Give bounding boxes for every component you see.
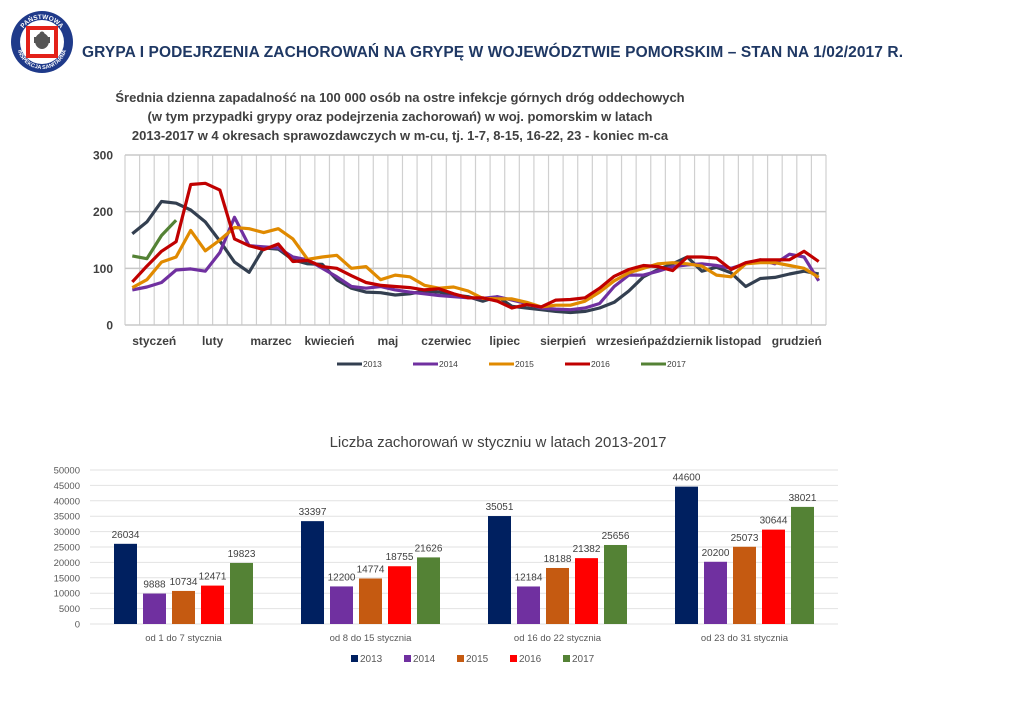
y-tick-label: 200 bbox=[93, 205, 113, 219]
y-tick-label: 300 bbox=[93, 149, 113, 163]
bar-chart: Liczba zachorowań w styczniu w latach 20… bbox=[54, 434, 838, 665]
legend-label: 2013 bbox=[360, 654, 383, 665]
line-chart-title-line: 2013-2017 w 4 okresach sprawozdawczych w… bbox=[131, 128, 669, 143]
sanitary-inspection-logo-icon: PAŃSTWOWA INSPEKCJA SANITARNA bbox=[11, 11, 73, 73]
y-tick-label: 50000 bbox=[54, 466, 80, 477]
legend-swatch bbox=[563, 655, 570, 662]
bar-data-label: 44600 bbox=[673, 473, 701, 484]
legend-swatch bbox=[457, 655, 464, 662]
x-tick-label: lipiec bbox=[489, 334, 520, 348]
y-tick-label: 5000 bbox=[59, 604, 80, 615]
y-tick-label: 25000 bbox=[54, 543, 80, 554]
y-tick-label: 20000 bbox=[54, 558, 80, 569]
y-tick-label: 45000 bbox=[54, 481, 80, 492]
legend-label: 2016 bbox=[591, 359, 610, 369]
y-tick-label: 40000 bbox=[54, 496, 80, 507]
series-line-2016 bbox=[131, 181, 820, 310]
line-chart-title: Średnia dzienna zapadalność na 100 000 o… bbox=[100, 88, 700, 145]
legend-label: 2014 bbox=[413, 654, 436, 665]
x-tick-label: sierpień bbox=[540, 334, 586, 348]
x-tick-label: od 23 do 31 stycznia bbox=[701, 633, 789, 644]
bar-2017 bbox=[417, 557, 440, 624]
bar-data-label: 20200 bbox=[702, 548, 730, 559]
y-tick-label: 100 bbox=[93, 262, 113, 276]
line-chart: 0 100 200 300 styczeń luty marzec kwiecień maj cz… bbox=[93, 149, 827, 369]
bar-data-label: 30644 bbox=[760, 516, 788, 527]
bar-data-label: 38021 bbox=[789, 493, 817, 504]
x-tick-label: listopad bbox=[715, 334, 761, 348]
bar-data-label: 10734 bbox=[170, 577, 198, 588]
x-tick-label: kwiecień bbox=[304, 334, 354, 348]
bar-2013 bbox=[488, 516, 511, 624]
y-tick-label: 35000 bbox=[54, 512, 80, 523]
bar-data-label: 35051 bbox=[486, 502, 514, 513]
bar-data-label: 14774 bbox=[357, 564, 385, 575]
bar-2015 bbox=[546, 567, 569, 624]
line-chart-title-line: (w tym przypadki grypy oraz podejrzenia … bbox=[147, 109, 653, 124]
y-tick-label: 0 bbox=[106, 319, 113, 333]
bar-data-label: 33397 bbox=[299, 507, 327, 518]
bar-2015 bbox=[359, 578, 382, 624]
x-tick-label: maj bbox=[378, 334, 399, 348]
bar-2017 bbox=[230, 562, 253, 624]
bar-2013 bbox=[301, 521, 324, 624]
legend-label: 2017 bbox=[572, 654, 595, 665]
bar-data-label: 18755 bbox=[386, 552, 414, 563]
bar-2014 bbox=[330, 586, 353, 624]
bar-data-label: 18188 bbox=[544, 554, 572, 565]
bar-2016 bbox=[762, 529, 785, 624]
x-tick-label: od 8 do 15 stycznia bbox=[330, 633, 413, 644]
legend-swatch bbox=[510, 655, 517, 662]
bar-data-label: 12471 bbox=[199, 572, 227, 583]
legend-label: 2014 bbox=[439, 359, 458, 369]
y-tick-label: 10000 bbox=[54, 589, 80, 600]
legend-swatch bbox=[404, 655, 411, 662]
legend-label: 2013 bbox=[363, 359, 382, 369]
bar-2017 bbox=[604, 544, 627, 624]
bar-2013 bbox=[114, 543, 137, 624]
bar-data-label: 25073 bbox=[731, 533, 759, 544]
line-chart-title-line: Średnia dzienna zapadalność na 100 000 o… bbox=[115, 90, 685, 105]
bar-chart-title: Liczba zachorowań w styczniu w latach 20… bbox=[330, 434, 667, 451]
bar-data-label: 12200 bbox=[328, 572, 356, 583]
bar-2015 bbox=[172, 590, 195, 624]
series-line-2017 bbox=[131, 219, 178, 261]
bar-2016 bbox=[201, 585, 224, 624]
x-tick-label: od 16 do 22 stycznia bbox=[514, 633, 602, 644]
bar-data-label: 21626 bbox=[415, 543, 443, 554]
x-tick-label: luty bbox=[202, 334, 224, 348]
bar-2015 bbox=[733, 546, 756, 624]
y-tick-label: 0 bbox=[75, 620, 80, 631]
series-line-2015 bbox=[131, 225, 820, 309]
bar-data-label: 21382 bbox=[573, 544, 601, 555]
bar-2014 bbox=[704, 561, 727, 624]
x-tick-label: wrzesień bbox=[595, 334, 647, 348]
bar-2016 bbox=[388, 566, 411, 624]
x-tick-label: czerwiec bbox=[421, 334, 471, 348]
legend-label: 2016 bbox=[519, 654, 542, 665]
bar-data-label: 26034 bbox=[112, 530, 140, 541]
bar-2017 bbox=[791, 506, 814, 624]
y-tick-label: 15000 bbox=[54, 573, 80, 584]
bar-2014 bbox=[143, 593, 166, 624]
bar-data-label: 25656 bbox=[602, 531, 630, 542]
y-tick-label: 30000 bbox=[54, 527, 80, 538]
bar-2016 bbox=[575, 558, 598, 624]
bar-2013 bbox=[675, 486, 698, 624]
x-tick-label: styczeń bbox=[132, 334, 176, 348]
bar-data-label: 19823 bbox=[228, 549, 256, 560]
page-title: GRYPA I PODEJRZENIA ZACHOROWAŃ NA GRYPĘ … bbox=[82, 44, 904, 61]
x-tick-label: październik bbox=[647, 334, 713, 348]
legend-label: 2017 bbox=[667, 359, 686, 369]
legend-label: 2015 bbox=[466, 654, 489, 665]
x-tick-label: grudzień bbox=[772, 334, 822, 348]
x-tick-label: od 1 do 7 stycznia bbox=[145, 633, 222, 644]
bar-data-label: 9888 bbox=[143, 580, 166, 591]
bar-2014 bbox=[517, 586, 540, 624]
bar-data-label: 12184 bbox=[515, 572, 543, 583]
legend-swatch bbox=[351, 655, 358, 662]
x-tick-label: marzec bbox=[250, 334, 292, 348]
legend-label: 2015 bbox=[515, 359, 534, 369]
